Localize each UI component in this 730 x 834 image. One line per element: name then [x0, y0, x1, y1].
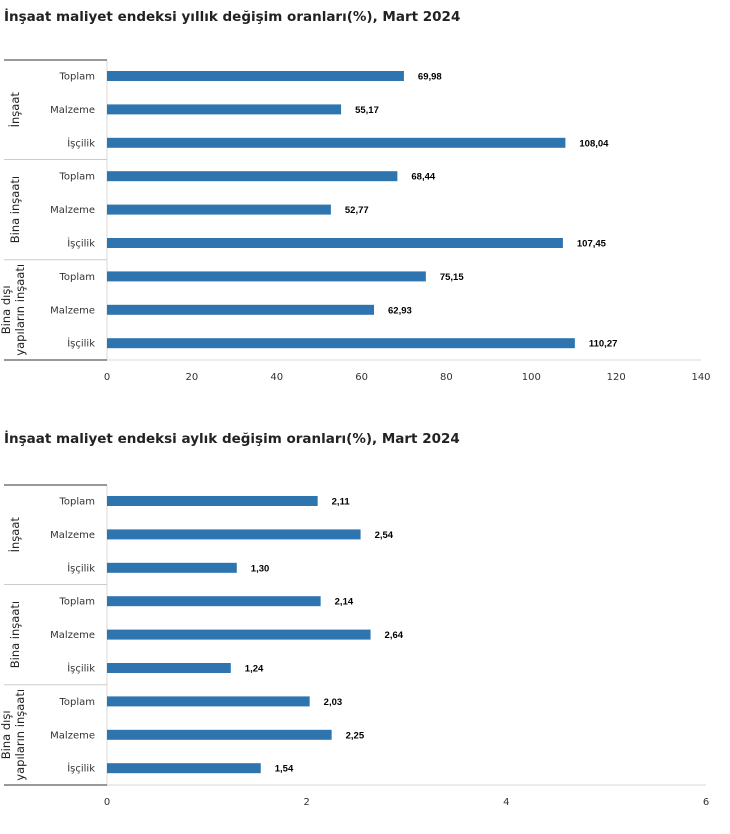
- bar: [107, 271, 426, 282]
- bar: [107, 204, 331, 215]
- data-label: 68,44: [411, 172, 435, 183]
- data-label: 52,77: [345, 205, 369, 216]
- category-label: İşçilik: [67, 337, 95, 350]
- category-label: İşçilik: [67, 662, 95, 675]
- category-label: Malzeme: [50, 105, 95, 116]
- category-label: Malzeme: [50, 305, 95, 316]
- data-label: 2,14: [335, 597, 354, 608]
- category-label: Toplam: [58, 597, 95, 608]
- data-label: 1,30: [251, 563, 269, 574]
- bar: [107, 71, 404, 81]
- category-label: İşçilik: [67, 237, 95, 250]
- data-label: 1,24: [245, 664, 264, 675]
- bar: [107, 104, 342, 115]
- x-tick-label: 4: [503, 797, 509, 808]
- x-tick-label: 6: [703, 797, 709, 808]
- group-label-line: Bina inşaatı: [8, 176, 22, 243]
- data-label: 2,03: [324, 697, 343, 708]
- data-label: 55,17: [355, 105, 379, 116]
- category-label: Malzeme: [50, 205, 95, 216]
- bar: [107, 663, 231, 673]
- group-label: Bina inşaatı: [8, 176, 22, 243]
- data-label: 2,64: [385, 630, 404, 641]
- category-label: Toplam: [58, 272, 95, 283]
- category-label: Toplam: [58, 697, 95, 708]
- category-label: İşçilik: [67, 561, 95, 574]
- data-label: 2,54: [375, 530, 394, 541]
- x-tick-label: 140: [691, 372, 710, 383]
- bar: [107, 171, 398, 182]
- x-tick-label: 0: [104, 372, 110, 383]
- bar: [107, 304, 375, 315]
- bar: [107, 529, 361, 540]
- group-label: İnşaat: [7, 517, 22, 553]
- category-label: Malzeme: [50, 530, 95, 541]
- category-label: Toplam: [58, 172, 95, 183]
- chart-title: İnşaat maliyet endeksi yıllık değişim or…: [4, 8, 460, 25]
- group-label-line: yapıların inşaatı: [13, 264, 27, 356]
- category-label: Toplam: [58, 497, 95, 508]
- bar: [107, 596, 321, 607]
- x-tick-label: 0: [104, 797, 110, 808]
- bar: [107, 729, 332, 740]
- data-label: 62,93: [388, 305, 412, 316]
- category-label: Toplam: [58, 72, 95, 83]
- bar: [107, 137, 566, 148]
- x-tick-label: 80: [440, 372, 453, 383]
- group-label: Bina inşaatı: [8, 601, 22, 668]
- x-tick-label: 60: [355, 372, 368, 383]
- category-label: İşçilik: [67, 762, 95, 775]
- group-label: Bina dışıyapıların inşaatı: [0, 689, 27, 781]
- x-tick-label: 120: [607, 372, 626, 383]
- chart-title: İnşaat maliyet endeksi aylık değişim ora…: [4, 430, 460, 447]
- data-label: 1,54: [275, 764, 294, 775]
- data-label: 69,98: [418, 72, 442, 83]
- group-label-line: Bina inşaatı: [8, 601, 22, 668]
- group-label-line: Bina dışı: [0, 285, 13, 334]
- category-label: Malzeme: [50, 630, 95, 641]
- bar: [107, 238, 563, 248]
- bar: [107, 338, 575, 349]
- data-label: 2,25: [346, 730, 365, 741]
- group-label-line: İnşaat: [7, 92, 22, 128]
- group-label-line: yapıların inşaatı: [13, 689, 27, 781]
- data-label: 75,15: [440, 272, 464, 283]
- category-label: İşçilik: [67, 136, 95, 149]
- data-label: 107,45: [577, 239, 607, 250]
- bar: [107, 696, 310, 707]
- category-label: Malzeme: [50, 730, 95, 741]
- bar: [107, 629, 371, 640]
- data-label: 110,27: [589, 339, 618, 350]
- bar: [107, 562, 237, 573]
- data-label: 108,04: [579, 138, 609, 149]
- x-tick-label: 2: [303, 797, 309, 808]
- group-label-line: İnşaat: [7, 517, 22, 553]
- x-tick-label: 100: [522, 372, 541, 383]
- x-tick-label: 20: [185, 372, 198, 383]
- data-label: 2,11: [332, 497, 351, 508]
- bar: [107, 763, 261, 774]
- group-label-line: Bina dışı: [0, 710, 13, 759]
- group-label: Bina dışıyapıların inşaatı: [0, 264, 27, 356]
- bar: [107, 496, 318, 506]
- x-tick-label: 40: [270, 372, 283, 383]
- group-label: İnşaat: [7, 92, 22, 128]
